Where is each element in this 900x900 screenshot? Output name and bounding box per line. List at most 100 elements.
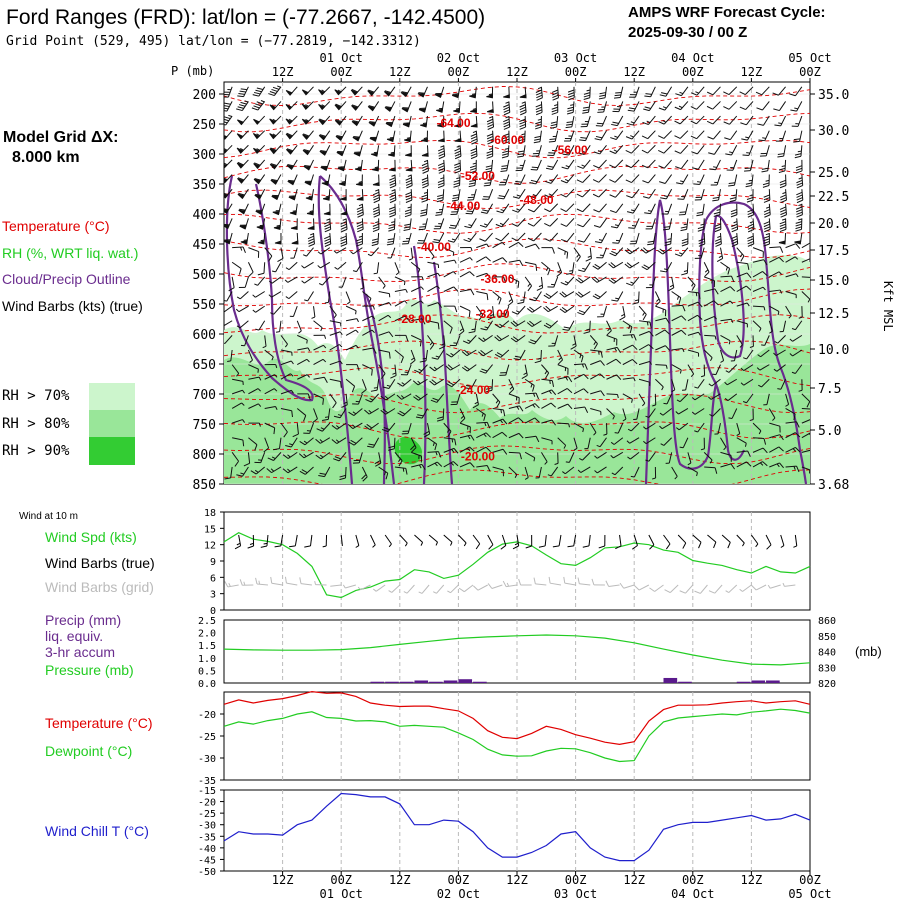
wind-barb: [486, 145, 494, 159]
pressure-tick-label: 450: [193, 238, 216, 253]
bottom-hour-label: 12Z: [272, 873, 294, 887]
wind-barb: [318, 466, 331, 478]
wind-barb: [469, 86, 477, 99]
wind-barb: [297, 334, 308, 344]
temperature-label: -24.00: [456, 383, 490, 397]
wind-barb: [772, 86, 786, 96]
wind-barb: [740, 115, 754, 126]
wind-barb: [590, 408, 602, 416]
model-grid-value: 8.000 km: [12, 149, 80, 166]
wind-barb: [560, 174, 575, 184]
wind-barb: [541, 247, 555, 254]
wind-barb: [367, 86, 380, 97]
wind-barb: [443, 259, 457, 264]
wind-barb: [645, 218, 656, 230]
wind-barb: [494, 349, 510, 358]
wind-barb: [752, 259, 768, 266]
wind-barb: [345, 291, 351, 305]
wind-barb: [334, 101, 347, 111]
wind-barb: [301, 115, 314, 125]
wind-barb: [333, 247, 347, 254]
pressure-unit: (mb): [855, 644, 882, 659]
wind-barb: [697, 218, 705, 232]
wind-barb: [268, 85, 282, 97]
wind-barb: [763, 393, 770, 406]
wind-barb: [655, 364, 668, 369]
wind-barb: [564, 130, 575, 142]
wind-barb: [267, 452, 282, 461]
wind-barb: [585, 247, 592, 262]
wind-barb: [712, 364, 721, 376]
wind-barb: [704, 466, 718, 474]
wind-barb: [730, 203, 738, 218]
wind-barb-true: [648, 534, 655, 550]
wind-barb: [478, 334, 493, 342]
wind-barb: [562, 145, 575, 156]
wind-barb: [322, 408, 331, 422]
wind-barb: [687, 466, 698, 477]
wind-barb: [639, 320, 652, 329]
wind-barb: [573, 406, 589, 413]
wind-barb: [677, 188, 689, 200]
pressure-tick-label: 250: [193, 118, 216, 133]
wind-barb: [224, 203, 233, 214]
kft-tick-label: 3.68: [818, 478, 849, 493]
wind-barb: [378, 466, 389, 480]
wind-barb: [613, 86, 624, 99]
kft-tick-label: 20.0: [818, 217, 849, 232]
top-date-label: 04 Oct: [671, 51, 714, 65]
wind-barb: [752, 271, 768, 278]
wind-barb: [365, 393, 380, 403]
wind-barb: [758, 130, 770, 142]
wind-barb: [736, 272, 752, 279]
wind-barb: [529, 174, 542, 185]
wind-barb: [608, 276, 624, 284]
wind-barb: [370, 379, 380, 392]
wind-barb: [794, 232, 803, 245]
y-tick-label: 9: [210, 557, 216, 568]
wind-barb: [476, 243, 490, 249]
wind-barb: [763, 189, 771, 203]
wind-barb: [736, 320, 748, 328]
wind-barb: [517, 145, 526, 158]
wind-barb: [550, 115, 559, 129]
bottom-hour-label: 00Z: [682, 873, 704, 887]
wind-barb: [703, 300, 719, 307]
wind-barb: [577, 159, 591, 169]
wind-barb: [417, 86, 428, 98]
pressure-tick-label: 700: [193, 388, 216, 403]
wind-barb-true: [538, 534, 547, 548]
wind-barb: [385, 115, 396, 128]
wind-barb: [378, 349, 391, 359]
wind-barb: [317, 261, 331, 269]
y-tick-label: -35: [198, 776, 216, 787]
wind-barb: [675, 408, 689, 415]
wind-barb: [247, 349, 253, 363]
wind-barb: [622, 359, 638, 366]
wind-barb: [641, 130, 656, 140]
wind-barb-grid: [330, 584, 342, 587]
wind-barb-true: [260, 534, 269, 548]
wind-barb: [459, 434, 475, 441]
wind-barb: [668, 276, 675, 292]
wind-barb: [322, 189, 331, 201]
wind-barb: [745, 174, 754, 188]
wind-barb: [486, 86, 494, 99]
wind-barb: [679, 437, 689, 449]
temperature-label: -32.00: [476, 307, 510, 321]
wind-barb: [269, 101, 282, 111]
wind-barb: [785, 256, 799, 263]
wind-barb: [497, 188, 510, 200]
precip-bar: [370, 681, 385, 683]
rh80-swatch: [89, 410, 135, 438]
wind-barb: [378, 314, 392, 322]
rh70-label: RH > 70%: [2, 388, 70, 404]
wind-barb: [651, 466, 657, 480]
wind-barb: [238, 203, 249, 215]
wind-barb: [712, 189, 721, 202]
wind-barb: [237, 174, 249, 184]
wind-barb-grid: [664, 584, 679, 594]
pressure-tick-label: 860: [818, 616, 836, 627]
wind-barb: [469, 159, 477, 174]
wind-barb-true: [274, 534, 284, 548]
